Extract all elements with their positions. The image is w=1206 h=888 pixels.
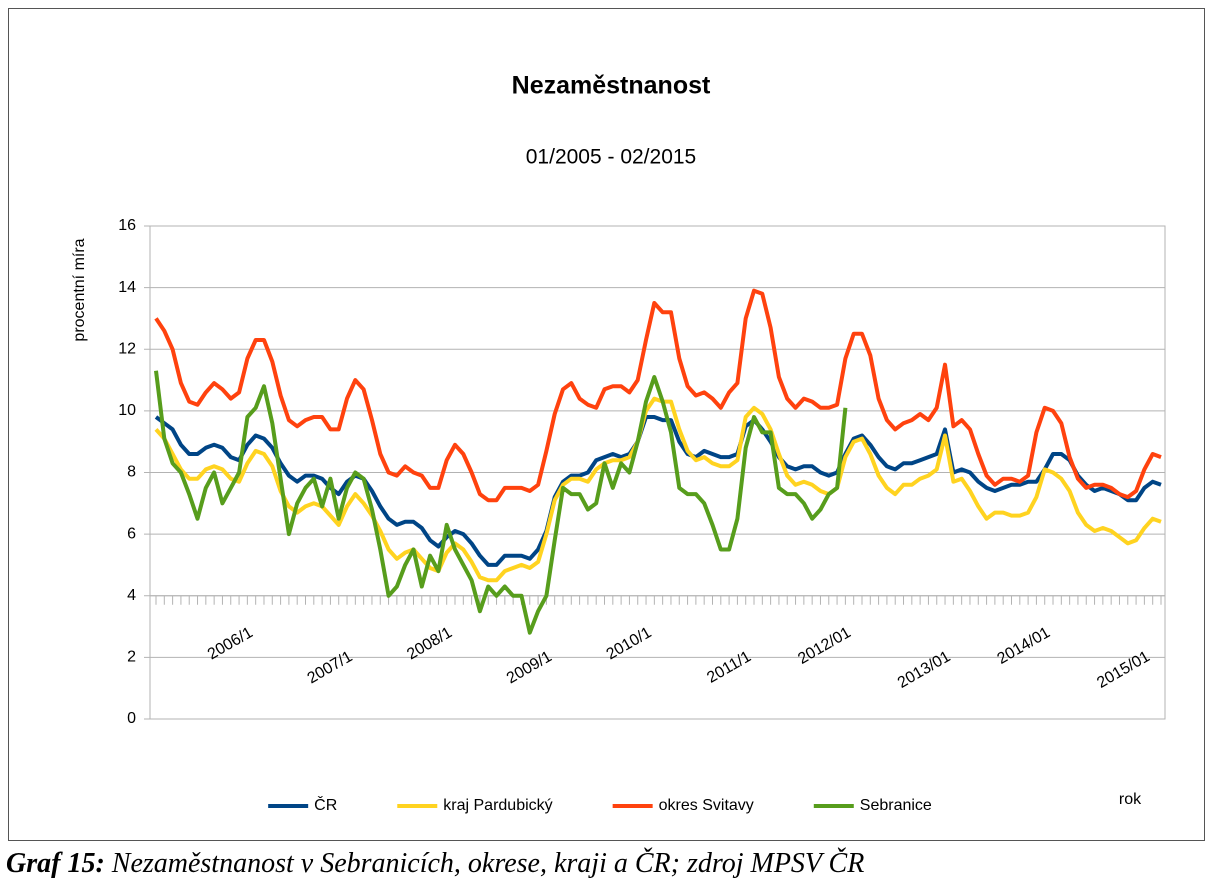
chart-title: Nezaměstnanost: [512, 72, 711, 100]
x-tick-label: 2009/1: [504, 648, 555, 687]
series-line: [154, 288, 1162, 503]
legend-label: ČR: [314, 795, 337, 814]
x-tick-label: 2015/01: [1094, 648, 1153, 692]
y-tick-label: 0: [127, 710, 136, 727]
x-tick-label: 2012/01: [795, 624, 854, 668]
chart-frame: [8, 8, 1205, 841]
plot-border: [149, 225, 1166, 720]
series-line: [154, 370, 848, 635]
y-tick-label: 6: [127, 525, 136, 542]
y-tick-label: 10: [118, 402, 136, 419]
caption: Graf 15: Nezaměstnanost v Sebranicích, o…: [6, 848, 864, 879]
caption-label: Graf 15:: [6, 848, 105, 879]
x-tick-label: 2011/1: [704, 648, 754, 687]
y-tick-label: 16: [118, 217, 136, 234]
legend-label: Sebranice: [860, 797, 932, 814]
y-axis-label: procentní míra: [71, 238, 88, 341]
series-line: [154, 396, 1162, 583]
x-axis-label: rok: [1119, 791, 1142, 808]
chart-subtitle: 01/2005 - 02/2015: [526, 146, 696, 169]
x-tick-label: 2007/1: [305, 648, 356, 687]
caption-text: Nezaměstnanost v Sebranicích, okrese, kr…: [111, 848, 865, 879]
y-tick-label: 8: [127, 464, 136, 481]
y-tick-label: 4: [127, 587, 136, 604]
legend-label: kraj Pardubický: [443, 797, 552, 814]
series-line: [154, 415, 1162, 567]
y-tick-label: 14: [118, 279, 136, 296]
y-tick-label: 12: [118, 340, 136, 357]
legend-label: okres Svitavy: [659, 797, 754, 814]
y-tick-label: 2: [127, 649, 136, 666]
x-tick-label: 2014/01: [995, 624, 1054, 668]
x-tick-label: 2013/01: [895, 648, 954, 692]
